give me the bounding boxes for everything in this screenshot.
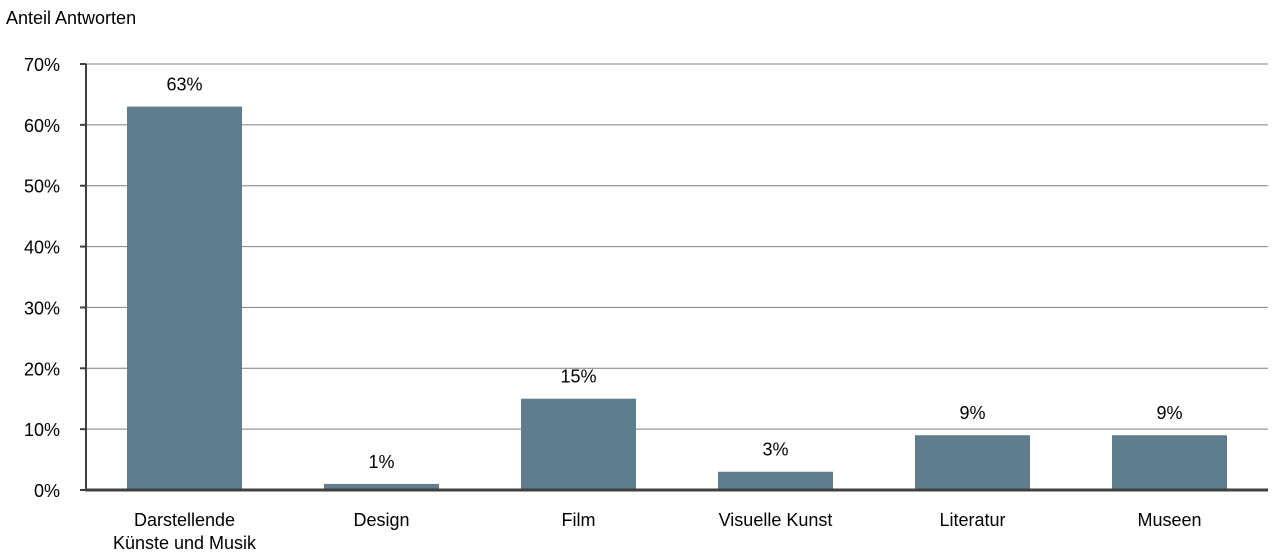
x-tick-label: Visuelle Kunst <box>719 510 833 530</box>
data-labels: 63% 1% 15% 3% 9% 9% <box>166 75 1182 472</box>
y-axis-title: Anteil Antworten <box>6 8 136 28</box>
data-label: 9% <box>959 403 985 423</box>
y-tick-label: 30% <box>24 298 60 318</box>
y-tick-label: 0% <box>34 481 60 501</box>
data-label: 3% <box>762 440 788 460</box>
bar <box>1112 435 1227 490</box>
x-tick-label: Design <box>353 510 409 530</box>
y-tick-label: 50% <box>24 177 60 197</box>
x-axis-ticks: Darstellende Künste und Musik Design Film Vi… <box>113 510 1202 553</box>
gridlines <box>86 63 1268 430</box>
axes <box>85 64 1268 492</box>
x-tick-label: Darstellende Künste und Musik <box>113 510 257 553</box>
data-label: 63% <box>166 75 202 95</box>
y-tick-label: 10% <box>24 420 60 440</box>
bar <box>521 398 636 490</box>
data-label: 1% <box>368 452 394 472</box>
bar <box>915 435 1030 490</box>
bar <box>718 471 833 490</box>
x-tick-label: Film <box>562 510 596 530</box>
y-tick-label: 60% <box>24 116 60 136</box>
y-tick-label: 20% <box>24 359 60 379</box>
bar <box>127 106 242 490</box>
x-tick-label: Museen <box>1137 510 1201 530</box>
y-tick-label: 40% <box>24 238 60 258</box>
data-label: 15% <box>560 367 596 387</box>
bar <box>324 483 439 490</box>
x-tick-label: Literatur <box>939 510 1005 530</box>
y-tick-label: 70% <box>24 55 60 75</box>
data-label: 9% <box>1156 403 1182 423</box>
y-axis-ticks: 0% 10% 20% 30% 40% 50% 60% 70% <box>24 55 86 501</box>
bars <box>127 106 1227 490</box>
